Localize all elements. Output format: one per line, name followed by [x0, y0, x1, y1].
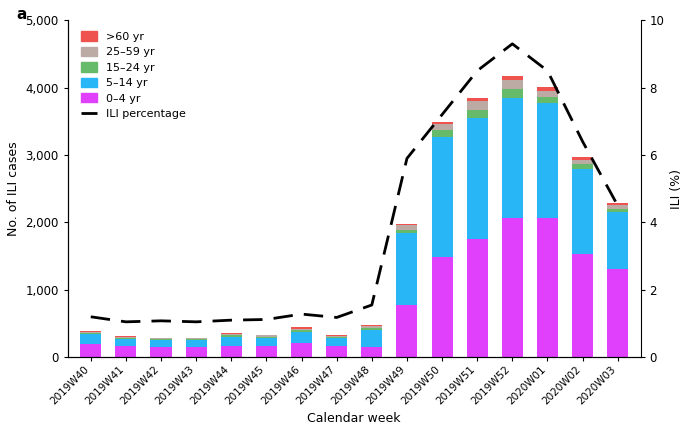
Bar [291, 332, 312, 343]
Bar [291, 329, 312, 330]
Bar [362, 325, 382, 326]
Bar [115, 336, 137, 337]
Bar [115, 337, 137, 338]
Bar [466, 110, 488, 118]
Y-axis label: ILI (%): ILI (%) [670, 169, 683, 209]
Bar [80, 332, 101, 333]
Bar [115, 346, 137, 357]
Bar [466, 98, 488, 102]
Bar [607, 203, 629, 205]
Bar [221, 337, 242, 346]
Bar [80, 334, 101, 344]
Bar [607, 212, 629, 269]
Bar [466, 239, 488, 357]
Bar [115, 339, 137, 346]
Bar [80, 331, 101, 332]
Bar [397, 226, 417, 229]
X-axis label: Calendar week: Calendar week [308, 412, 401, 425]
Bar [80, 344, 101, 357]
Bar [150, 347, 172, 357]
Bar [607, 209, 629, 212]
Bar [362, 330, 382, 347]
Bar [362, 347, 382, 357]
Bar [466, 118, 488, 239]
Bar [115, 338, 137, 339]
Bar [502, 98, 523, 219]
Bar [326, 337, 347, 338]
Bar [572, 254, 593, 357]
Bar [537, 219, 558, 357]
Bar [291, 343, 312, 357]
Bar [326, 335, 347, 336]
Bar [186, 347, 207, 357]
Bar [150, 338, 172, 339]
Bar [537, 91, 558, 97]
Bar [186, 338, 207, 339]
Bar [221, 334, 242, 336]
Y-axis label: No. of ILI cases: No. of ILI cases [7, 141, 20, 236]
Bar [572, 157, 593, 159]
Bar [256, 346, 277, 357]
Bar [150, 339, 172, 340]
Bar [431, 122, 453, 124]
Bar [291, 330, 312, 332]
Bar [537, 103, 558, 219]
Bar [186, 339, 207, 340]
Bar [502, 80, 523, 89]
Bar [221, 336, 242, 337]
Bar [572, 159, 593, 164]
Bar [186, 340, 207, 347]
Bar [502, 219, 523, 357]
Bar [362, 328, 382, 330]
Bar [326, 336, 347, 337]
Bar [291, 327, 312, 329]
Bar [431, 130, 453, 137]
Bar [256, 338, 277, 346]
Bar [431, 137, 453, 257]
Bar [607, 269, 629, 357]
Bar [397, 305, 417, 357]
Bar [502, 76, 523, 80]
Bar [607, 205, 629, 209]
Bar [256, 335, 277, 337]
Bar [537, 87, 558, 91]
Bar [466, 102, 488, 110]
Bar [326, 338, 347, 346]
Bar [502, 89, 523, 98]
Bar [362, 326, 382, 328]
Bar [397, 233, 417, 305]
Bar [397, 224, 417, 226]
Bar [431, 124, 453, 130]
Bar [572, 164, 593, 168]
Bar [431, 257, 453, 357]
Legend: >60 yr, 25–59 yr, 15–24 yr, 5–14 yr, 0–4 yr, ILI percentage: >60 yr, 25–59 yr, 15–24 yr, 5–14 yr, 0–4… [79, 29, 188, 121]
Bar [397, 229, 417, 233]
Bar [572, 168, 593, 254]
Bar [150, 340, 172, 347]
Bar [326, 346, 347, 357]
Bar [256, 337, 277, 338]
Bar [537, 97, 558, 103]
Text: a: a [17, 7, 27, 22]
Bar [221, 346, 242, 357]
Bar [80, 333, 101, 334]
